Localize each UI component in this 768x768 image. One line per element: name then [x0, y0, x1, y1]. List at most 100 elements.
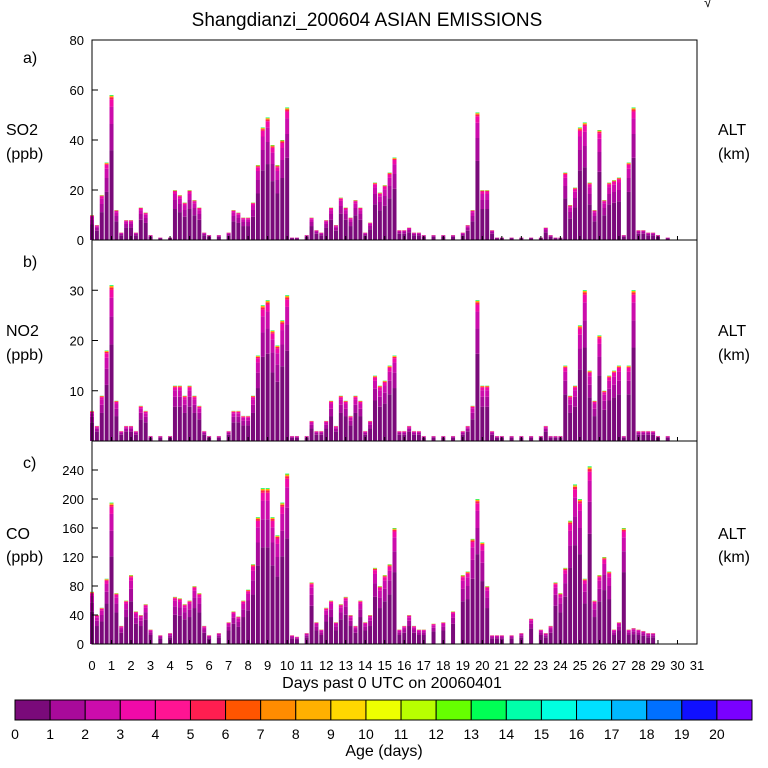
bar-segment-co-11-4	[143, 604, 148, 606]
bar-segment-co-73-0	[490, 638, 495, 644]
bar-segment-no2-73-3	[490, 431, 495, 432]
bar-segment-so2-29-4	[251, 203, 256, 204]
bar-segment-so2-102-1	[651, 234, 656, 236]
bar-segment-no2-41-1	[314, 432, 319, 435]
bar-segment-co-53-0	[372, 596, 377, 644]
bar-segment-no2-20-2	[197, 408, 202, 413]
bar-segment-so2-89-5	[587, 182, 592, 184]
bar-segment-co-91-5	[597, 575, 602, 577]
bar-segment-no2-3-3	[104, 353, 109, 358]
bar-segment-so2-16-0	[177, 212, 182, 240]
no2-unit-label: (ppb)	[6, 347, 44, 364]
bar-segment-no2-34-4	[275, 346, 280, 349]
bar-segment-so2-56-0	[387, 198, 392, 240]
colorbar-tick-label-1: 1	[46, 726, 54, 742]
bar-segment-so2-70-0	[475, 160, 480, 240]
bar-segment-co-28-2	[246, 593, 251, 601]
bar-segment-so2-20-0	[197, 219, 202, 240]
bar-segment-co-23-2	[216, 633, 221, 636]
bar-segment-no2-76-0	[509, 437, 514, 441]
bar-segment-co-54-0	[377, 608, 382, 644]
bar-segment-no2-23-2	[216, 436, 221, 437]
bar-segment-no2-104-2	[665, 436, 670, 437]
bar-segment-so2-5-0	[114, 221, 119, 240]
bar-segment-no2-80-0	[543, 431, 548, 441]
bar-segment-co-89-5	[587, 467, 592, 470]
bar-segment-co-71-0	[480, 581, 485, 644]
bar-segment-no2-88-0	[582, 347, 587, 441]
bar-segment-no2-28-0	[246, 425, 251, 441]
colorbar-tick-label-4: 4	[151, 726, 159, 742]
bar-segment-co-36-2	[285, 487, 290, 508]
bar-segment-no2-8-2	[129, 427, 134, 429]
bar-segment-so2-97-4	[626, 163, 631, 165]
bar-segment-no2-50-2	[358, 404, 363, 409]
bar-segment-co-36-1	[285, 507, 290, 539]
bar-segment-co-85-4	[568, 522, 573, 525]
bar-segment-co-12-0	[148, 635, 153, 644]
bar-segment-no2-76-2	[509, 436, 514, 437]
bar-segment-co-47-1	[343, 606, 348, 615]
bar-segment-no2-91-0	[597, 375, 602, 441]
colorbar-tick-label-3: 3	[116, 726, 124, 742]
bar-segment-so2-33-2	[270, 152, 275, 164]
bar-segment-no2-1-0	[94, 431, 99, 441]
bar-segment-no2-87-6	[577, 325, 582, 327]
bar-segment-no2-58-1	[397, 432, 402, 435]
bar-segment-co-67-5	[460, 575, 465, 577]
bar-segment-co-28-3	[246, 591, 251, 594]
bar-segment-so2-90-2	[592, 212, 597, 216]
bar-segment-so2-98-5	[631, 108, 636, 110]
bar-segment-no2-55-2	[382, 385, 387, 393]
bar-segment-so2-8-3	[129, 220, 134, 222]
bar-segment-no2-58-2	[397, 431, 402, 433]
colorbar-cell-17	[611, 699, 648, 721]
bar-segment-no2-4-1	[109, 316, 114, 345]
bar-segment-no2-42-0	[319, 434, 324, 441]
bar-segment-no2-60-3	[407, 426, 412, 428]
bar-segment-so2-97-1	[626, 178, 631, 192]
bar-segment-no2-20-4	[197, 406, 202, 407]
bar-segment-co-82-5	[553, 582, 558, 584]
bar-segment-so2-53-2	[372, 187, 377, 194]
bar-segment-so2-34-3	[275, 167, 280, 171]
bar-segment-no2-89-4	[587, 371, 592, 373]
x-tick-label-13: 13	[338, 658, 352, 673]
alt-label-c: ALT	[718, 526, 747, 543]
bar-segment-co-62-3	[416, 629, 421, 631]
bar-segment-so2-30-4	[255, 166, 260, 168]
bar-segment-co-90-1	[592, 609, 597, 618]
bar-segment-co-4-3	[109, 506, 114, 514]
bar-segment-so2-100-1	[641, 232, 646, 234]
bar-segment-co-66-2	[451, 613, 456, 618]
bar-segment-co-51-2	[363, 623, 368, 627]
bar-segment-no2-69-0	[470, 419, 475, 441]
bar-segment-co-81-0	[548, 632, 553, 644]
bar-segment-no2-87-4	[577, 327, 582, 329]
bar-segment-no2-29-1	[251, 404, 256, 413]
bar-segment-no2-50-3	[358, 402, 363, 405]
bar-segment-so2-57-3	[392, 159, 397, 165]
bar-segment-co-19-3	[192, 587, 197, 591]
bar-segment-co-83-1	[558, 603, 563, 613]
bar-segment-co-33-2	[270, 527, 275, 543]
bar-segment-so2-93-4	[607, 183, 612, 185]
bar-segment-no2-71-2	[480, 390, 485, 397]
bar-segment-no2-11-1	[143, 416, 148, 423]
bar-segment-so2-28-1	[246, 222, 251, 227]
x-tick-label-28: 28	[631, 658, 645, 673]
bar-segment-co-36-6	[285, 473, 290, 475]
bar-segment-so2-32-4	[265, 119, 270, 122]
bar-segment-no2-14-2	[168, 436, 173, 437]
bar-segment-no2-88-2	[582, 302, 587, 321]
bar-segment-so2-96-1	[621, 236, 626, 237]
bar-segment-co-2-3	[99, 608, 104, 611]
bar-segment-no2-57-1	[392, 372, 397, 389]
bar-segment-no2-87-1	[577, 348, 582, 370]
bar-segment-so2-19-2	[192, 203, 197, 208]
bar-segment-co-1-3	[94, 615, 99, 618]
bar-segment-so2-71-3	[480, 191, 485, 194]
bar-segment-so2-54-1	[377, 202, 382, 211]
bar-segment-co-91-3	[597, 577, 602, 581]
